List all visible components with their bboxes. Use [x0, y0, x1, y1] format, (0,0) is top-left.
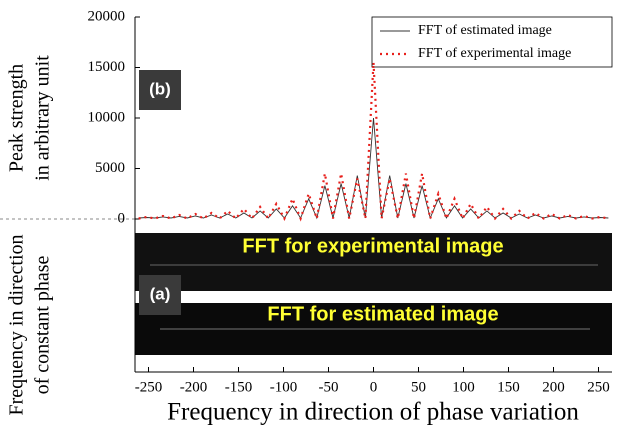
x-tick-label: -50 [319, 379, 339, 395]
x-label: Frequency in direction of phase variatio… [167, 399, 579, 426]
x-tick-label: -200 [180, 379, 208, 395]
x-tick-label: 250 [587, 379, 610, 395]
legend-label: FFT of estimated image [418, 23, 552, 38]
image-caption: FFT for experimental image [242, 235, 503, 257]
panel-badge [139, 275, 181, 315]
y-tick-label: 20000 [88, 8, 126, 24]
x-tick-label: -100 [270, 379, 298, 395]
x-tick-label: 200 [542, 379, 565, 395]
y-tick-label: 10000 [88, 109, 126, 125]
y-label: in arbitrary unit [32, 55, 54, 181]
series-line [138, 62, 609, 222]
panel-badge [139, 70, 181, 110]
x-tick-label: 50 [411, 379, 426, 395]
y-tick-label: 5000 [95, 160, 125, 176]
image-y-label: Frequency in direction [6, 234, 28, 415]
series-line [138, 117, 609, 220]
y-tick-label: 15000 [88, 59, 126, 75]
image-caption: FFT for estimated image [267, 303, 498, 325]
x-tick-label: -150 [225, 379, 253, 395]
image-band [135, 233, 612, 291]
legend [371, 16, 613, 68]
y-tick-label: 0 [118, 210, 126, 226]
panel-label: (b) [149, 79, 171, 98]
panel-label: (a) [150, 284, 171, 303]
x-tick-label: 150 [497, 379, 520, 395]
x-tick-label: -250 [135, 379, 163, 395]
y-label: Peak strength [6, 64, 28, 172]
image-y-label: of constant phase [32, 255, 54, 394]
x-tick-label: 0 [370, 379, 378, 395]
legend-label: FFT of experimental image [418, 46, 571, 61]
x-tick-label: 100 [452, 379, 475, 395]
